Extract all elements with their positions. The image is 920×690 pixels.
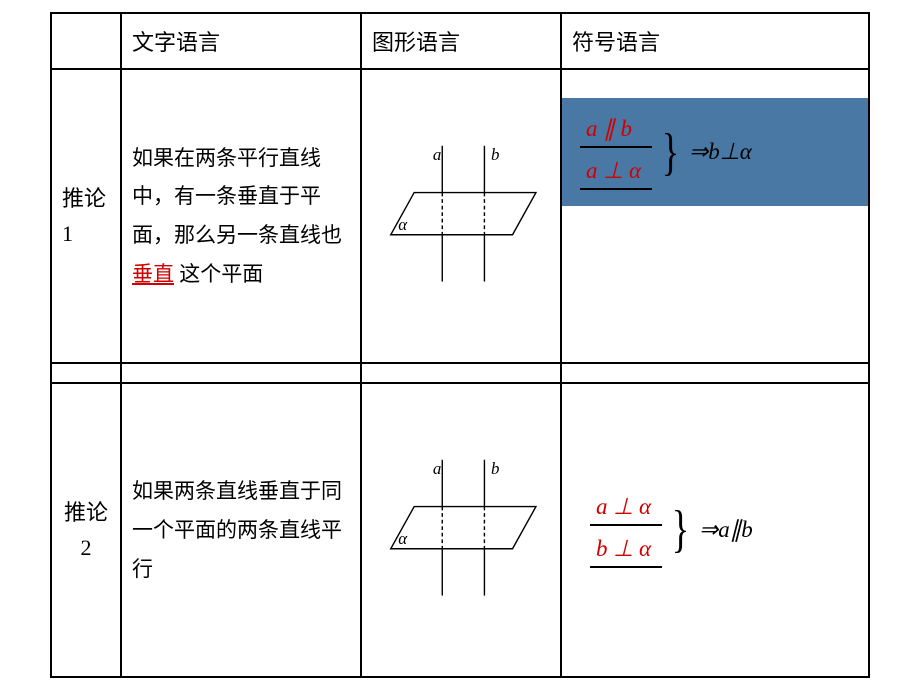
- row2-diagram-icon: a b α: [372, 445, 550, 615]
- header-blank: [51, 13, 121, 69]
- row2-desc: 如果两条直线垂直于同一个平面的两条直线平行: [121, 383, 361, 677]
- row2-lbl-alpha: α: [398, 529, 408, 548]
- header-sym: 符号语言: [561, 13, 869, 69]
- row2-lbl-b: b: [491, 459, 499, 478]
- row1-diagram-icon: a b α: [372, 131, 550, 301]
- row1-label-l1: 推论: [62, 186, 106, 211]
- header-desc: 文字语言: [121, 13, 361, 69]
- theorem-table: 文字语言 图形语言 符号语言 推论 1 如果在两条平行直线中，有一条垂直于平面，…: [50, 12, 870, 678]
- row1-prem1: a ∥ b: [580, 114, 652, 148]
- row1-desc-post: 这个平面: [174, 262, 263, 286]
- header-row: 文字语言 图形语言 符号语言: [51, 13, 869, 69]
- header-graph: 图形语言: [361, 13, 561, 69]
- brace-icon: }: [662, 132, 679, 174]
- spacer-row: [51, 363, 869, 383]
- row1-prem2: a ⊥ α: [580, 156, 652, 190]
- row-corollary-1: 推论 1 如果在两条平行直线中，有一条垂直于平面，那么另一条直线也垂直 这个平面: [51, 69, 869, 363]
- row2-sym-box: a ⊥ α b ⊥ α } ⇒a∥b: [572, 482, 858, 578]
- row2-lbl-a: a: [433, 459, 441, 478]
- row2-graph-cell: a b α: [361, 383, 561, 677]
- row1-desc: 如果在两条平行直线中，有一条垂直于平面，那么另一条直线也垂直 这个平面: [121, 69, 361, 363]
- row-corollary-2: 推论 2 如果两条直线垂直于同一个平面的两条直线平行 a b: [51, 383, 869, 677]
- row2-label-l1: 推论: [64, 500, 108, 525]
- row1-label-l2: 1: [62, 221, 73, 246]
- row2-prem1: a ⊥ α: [590, 492, 662, 526]
- row2-prem2: b ⊥ α: [590, 534, 662, 568]
- row1-graph-cell: a b α: [361, 69, 561, 363]
- row2-sym-cell: a ⊥ α b ⊥ α } ⇒a∥b: [561, 383, 869, 677]
- row1-desc-red: 垂直: [132, 262, 174, 286]
- row1-lbl-a: a: [433, 145, 441, 164]
- row1-sym-box: a ∥ b a ⊥ α } ⇒b⊥α: [562, 98, 868, 206]
- row1-lbl-b: b: [491, 145, 499, 164]
- row1-sym-cell: a ∥ b a ⊥ α } ⇒b⊥α: [561, 69, 869, 363]
- row1-label: 推论 1: [51, 69, 121, 363]
- row1-concl: ⇒b⊥α: [689, 139, 752, 165]
- row1-desc-pre: 如果在两条平行直线中，有一条垂直于平面，那么另一条直线也: [132, 146, 342, 248]
- row1-lbl-alpha: α: [398, 215, 408, 234]
- brace-icon-2: }: [672, 509, 689, 551]
- row2-label-l2: 2: [81, 535, 92, 560]
- row2-concl: ⇒a∥b: [699, 517, 753, 543]
- row2-label: 推论 2: [51, 383, 121, 677]
